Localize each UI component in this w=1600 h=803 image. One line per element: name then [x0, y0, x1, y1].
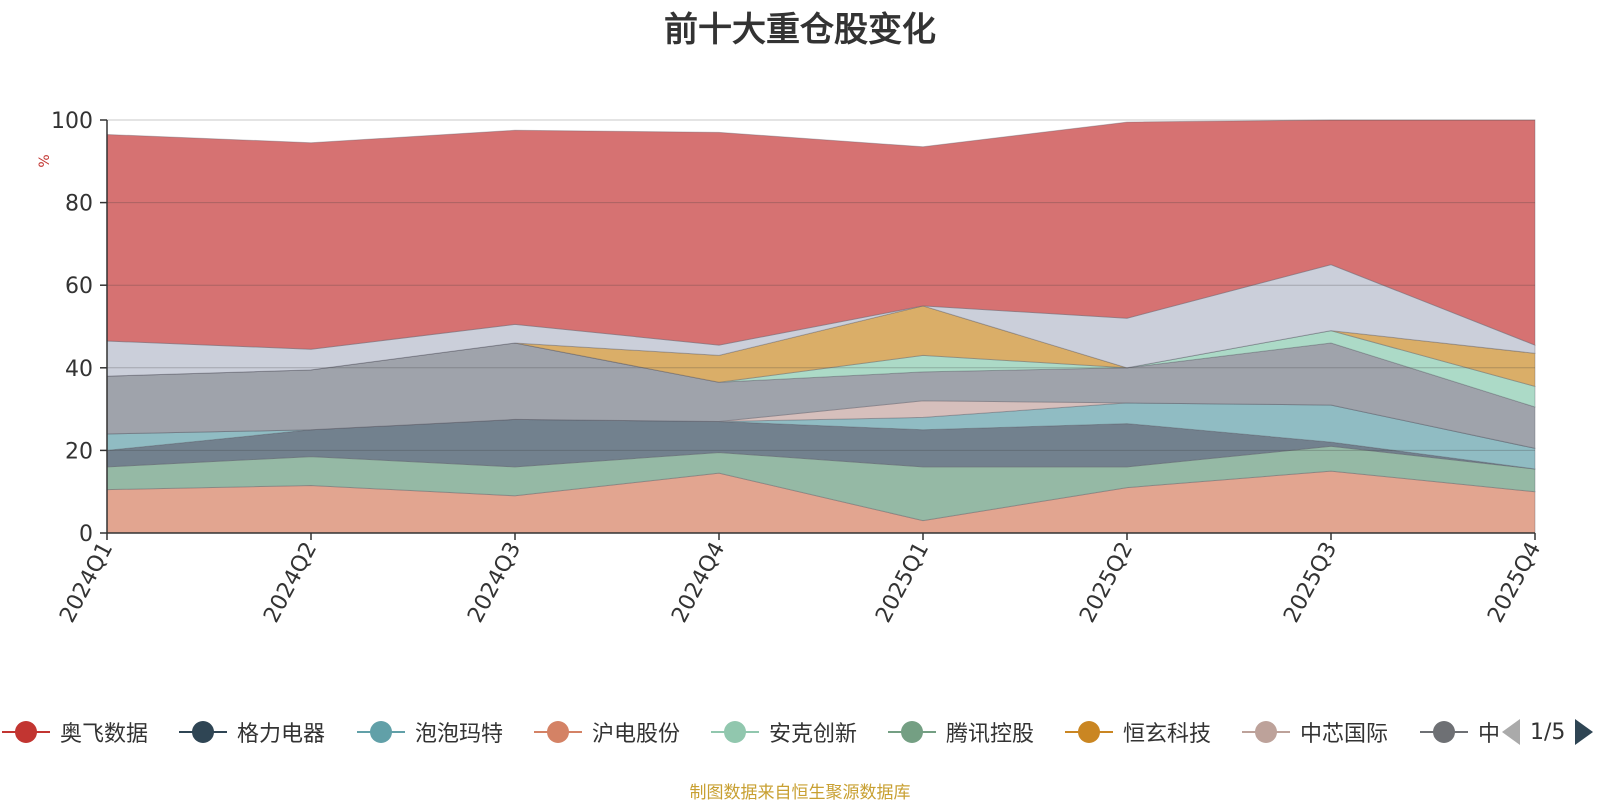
y-axis-label: %: [37, 154, 53, 167]
x-tick-label: 2024Q2: [259, 538, 322, 627]
legend-next-icon[interactable]: [1573, 717, 1595, 747]
legend-label: 泡泡玛特: [415, 722, 504, 747]
legend-item[interactable]: 中: [1418, 714, 1500, 750]
legend-item[interactable]: 中芯国际: [1240, 714, 1388, 750]
chart-title: 前十大重仓股变化: [664, 10, 936, 50]
legend-marker-icon: [1420, 721, 1468, 743]
legend-marker-icon: [888, 721, 936, 743]
legend-item[interactable]: 安克创新: [709, 714, 857, 750]
legend-item[interactable]: 奥飞数据: [0, 714, 148, 750]
chart-area: 0 20 40 60 80 100% 2024Q1 2024Q2 2024Q3 2024Q4 202…: [37, 109, 1546, 627]
legend-marker-icon: [711, 721, 759, 743]
legend-label: 格力电器: [237, 722, 326, 747]
legend-label: 安克创新: [769, 722, 858, 747]
area-series: [106, 305, 1536, 388]
series-areas: [106, 119, 1536, 534]
x-tick-label: 2024Q3: [463, 538, 526, 627]
x-tick-label: 2024Q4: [667, 538, 730, 627]
gridlines: [107, 119, 1535, 534]
x-tick-label: 2025Q2: [1075, 538, 1138, 627]
x-tick-label: 2025Q3: [1279, 538, 1342, 627]
legend-item[interactable]: 腾讯控股: [886, 714, 1034, 750]
legend-prev-icon[interactable]: [1500, 717, 1522, 747]
legend-item[interactable]: 恒玄科技: [1063, 714, 1211, 750]
legend-item[interactable]: 格力电器: [177, 714, 325, 750]
legend: 奥飞数据 格力电器 泡泡玛特 沪电股份 安克创新 腾讯控股 恒玄科技 中芯国际 中: [0, 714, 1600, 750]
x-tick-label: 2025Q1: [871, 538, 934, 627]
legend-label: 中芯国际: [1300, 722, 1389, 747]
area-series: [106, 418, 1536, 470]
legend-label: 中: [1477, 722, 1500, 747]
y-tick-label: 20: [65, 439, 93, 464]
area-series: [106, 264, 1536, 377]
legend-marker-icon: [2, 721, 50, 743]
x-tick-label: 2025Q4: [1483, 538, 1546, 627]
legend-pager: 1/5: [1500, 714, 1595, 750]
y-tick-label: 0: [79, 522, 93, 547]
legend-label: 沪电股份: [592, 722, 681, 747]
legend-item[interactable]: 沪电股份: [532, 714, 680, 750]
y-tick-label: 40: [65, 357, 93, 382]
area-series: [106, 119, 1536, 350]
legend-marker-icon: [1242, 721, 1290, 743]
legend-marker-icon: [357, 721, 405, 743]
legend-label: 奥飞数据: [60, 722, 149, 747]
legend-marker-icon: [1065, 721, 1113, 743]
source-note: 制图数据来自恒生聚源数据库: [689, 783, 911, 803]
legend-page-indicator: 1/5: [1530, 719, 1566, 745]
legend-marker-icon: [534, 721, 582, 743]
x-tick-label: 2024Q1: [55, 538, 118, 627]
legend-item[interactable]: 泡泡玛特: [355, 714, 503, 750]
y-tick-label: 60: [65, 274, 93, 299]
y-tick-label: 80: [65, 192, 93, 217]
legend-label: 腾讯控股: [946, 722, 1035, 747]
legend-label: 恒玄科技: [1123, 722, 1212, 747]
area-series: [106, 342, 1536, 449]
legend-marker-icon: [179, 721, 227, 743]
y-tick-label: 100: [51, 109, 93, 134]
